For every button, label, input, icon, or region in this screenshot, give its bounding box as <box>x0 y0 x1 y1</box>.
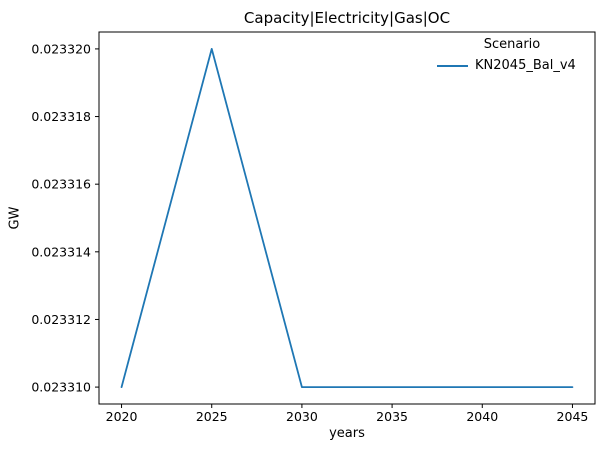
y-tick-label: 0.023316 <box>31 177 91 192</box>
y-tick-label: 0.023318 <box>31 109 91 124</box>
legend-title: Scenario <box>483 37 541 52</box>
x-tick-label: 2040 <box>466 409 498 424</box>
x-tick-label: 2030 <box>286 409 318 424</box>
legend-line-swatch <box>437 64 468 67</box>
axes-frame <box>98 31 596 405</box>
chart-title: Capacity|Electricity|Gas|OC <box>243 9 451 27</box>
legend: Scenario KN2045_Bal_v4 <box>437 37 587 73</box>
x-tick-label: 2045 <box>557 409 589 424</box>
y-tick-label: 0.023320 <box>31 41 91 56</box>
x-axis-label: years <box>329 426 365 441</box>
y-tick-label: 0.023312 <box>31 312 91 327</box>
y-tick-label: 0.023310 <box>31 380 91 395</box>
x-tick-label: 2020 <box>106 409 138 424</box>
x-tick-label: 2025 <box>196 409 228 424</box>
legend-entry: KN2045_Bal_v4 <box>437 58 587 73</box>
y-axis-label: GW <box>7 206 23 230</box>
legend-series-label: KN2045_Bal_v4 <box>475 58 576 73</box>
x-tick-label: 2035 <box>376 409 408 424</box>
y-tick-label: 0.023314 <box>31 244 91 259</box>
series-line <box>120 48 574 388</box>
